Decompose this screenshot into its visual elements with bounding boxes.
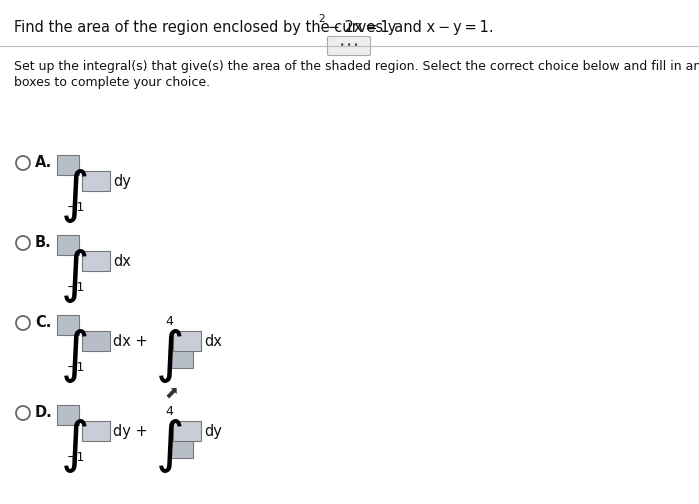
- Text: B.: B.: [35, 235, 52, 250]
- FancyBboxPatch shape: [57, 315, 79, 335]
- Text: boxes to complete your choice.: boxes to complete your choice.: [14, 76, 210, 89]
- Text: −1: −1: [67, 451, 85, 464]
- Text: dy: dy: [113, 174, 131, 189]
- Text: C.: C.: [35, 315, 51, 330]
- Text: ⬈: ⬈: [165, 385, 179, 403]
- Text: 2: 2: [318, 14, 324, 24]
- Text: −1: −1: [67, 361, 85, 374]
- FancyBboxPatch shape: [82, 251, 110, 271]
- Text: $\int$: $\int$: [60, 247, 87, 305]
- FancyBboxPatch shape: [173, 421, 201, 441]
- FancyBboxPatch shape: [171, 348, 193, 368]
- Text: $\int$: $\int$: [155, 417, 182, 475]
- Text: dx: dx: [204, 334, 222, 349]
- Text: Find the area of the region enclosed by the curves y: Find the area of the region enclosed by …: [14, 20, 396, 35]
- Text: 4: 4: [165, 405, 173, 418]
- Text: −1: −1: [67, 281, 85, 294]
- FancyBboxPatch shape: [171, 438, 193, 458]
- FancyBboxPatch shape: [82, 171, 110, 191]
- Text: $\int$: $\int$: [60, 417, 87, 475]
- Text: $\int$: $\int$: [155, 327, 182, 385]
- Text: 4: 4: [165, 315, 173, 328]
- FancyBboxPatch shape: [173, 331, 201, 351]
- FancyBboxPatch shape: [57, 155, 79, 175]
- FancyBboxPatch shape: [328, 36, 370, 55]
- Text: − 2x = 1 and x − y = 1.: − 2x = 1 and x − y = 1.: [323, 20, 493, 35]
- Text: −1: −1: [67, 201, 85, 214]
- Text: dx +: dx +: [113, 334, 147, 349]
- Text: • • •: • • •: [340, 41, 358, 50]
- Text: $\int$: $\int$: [60, 327, 87, 385]
- FancyBboxPatch shape: [82, 421, 110, 441]
- Text: D.: D.: [35, 405, 52, 420]
- Text: A.: A.: [35, 155, 52, 170]
- Text: dy: dy: [204, 424, 222, 439]
- Text: dx: dx: [113, 254, 131, 269]
- Text: dy +: dy +: [113, 424, 147, 439]
- FancyBboxPatch shape: [82, 331, 110, 351]
- FancyBboxPatch shape: [57, 405, 79, 425]
- FancyBboxPatch shape: [57, 235, 79, 255]
- Text: $\int$: $\int$: [60, 167, 87, 225]
- Text: Set up the integral(s) that give(s) the area of the shaded region. Select the co: Set up the integral(s) that give(s) the …: [14, 60, 699, 73]
